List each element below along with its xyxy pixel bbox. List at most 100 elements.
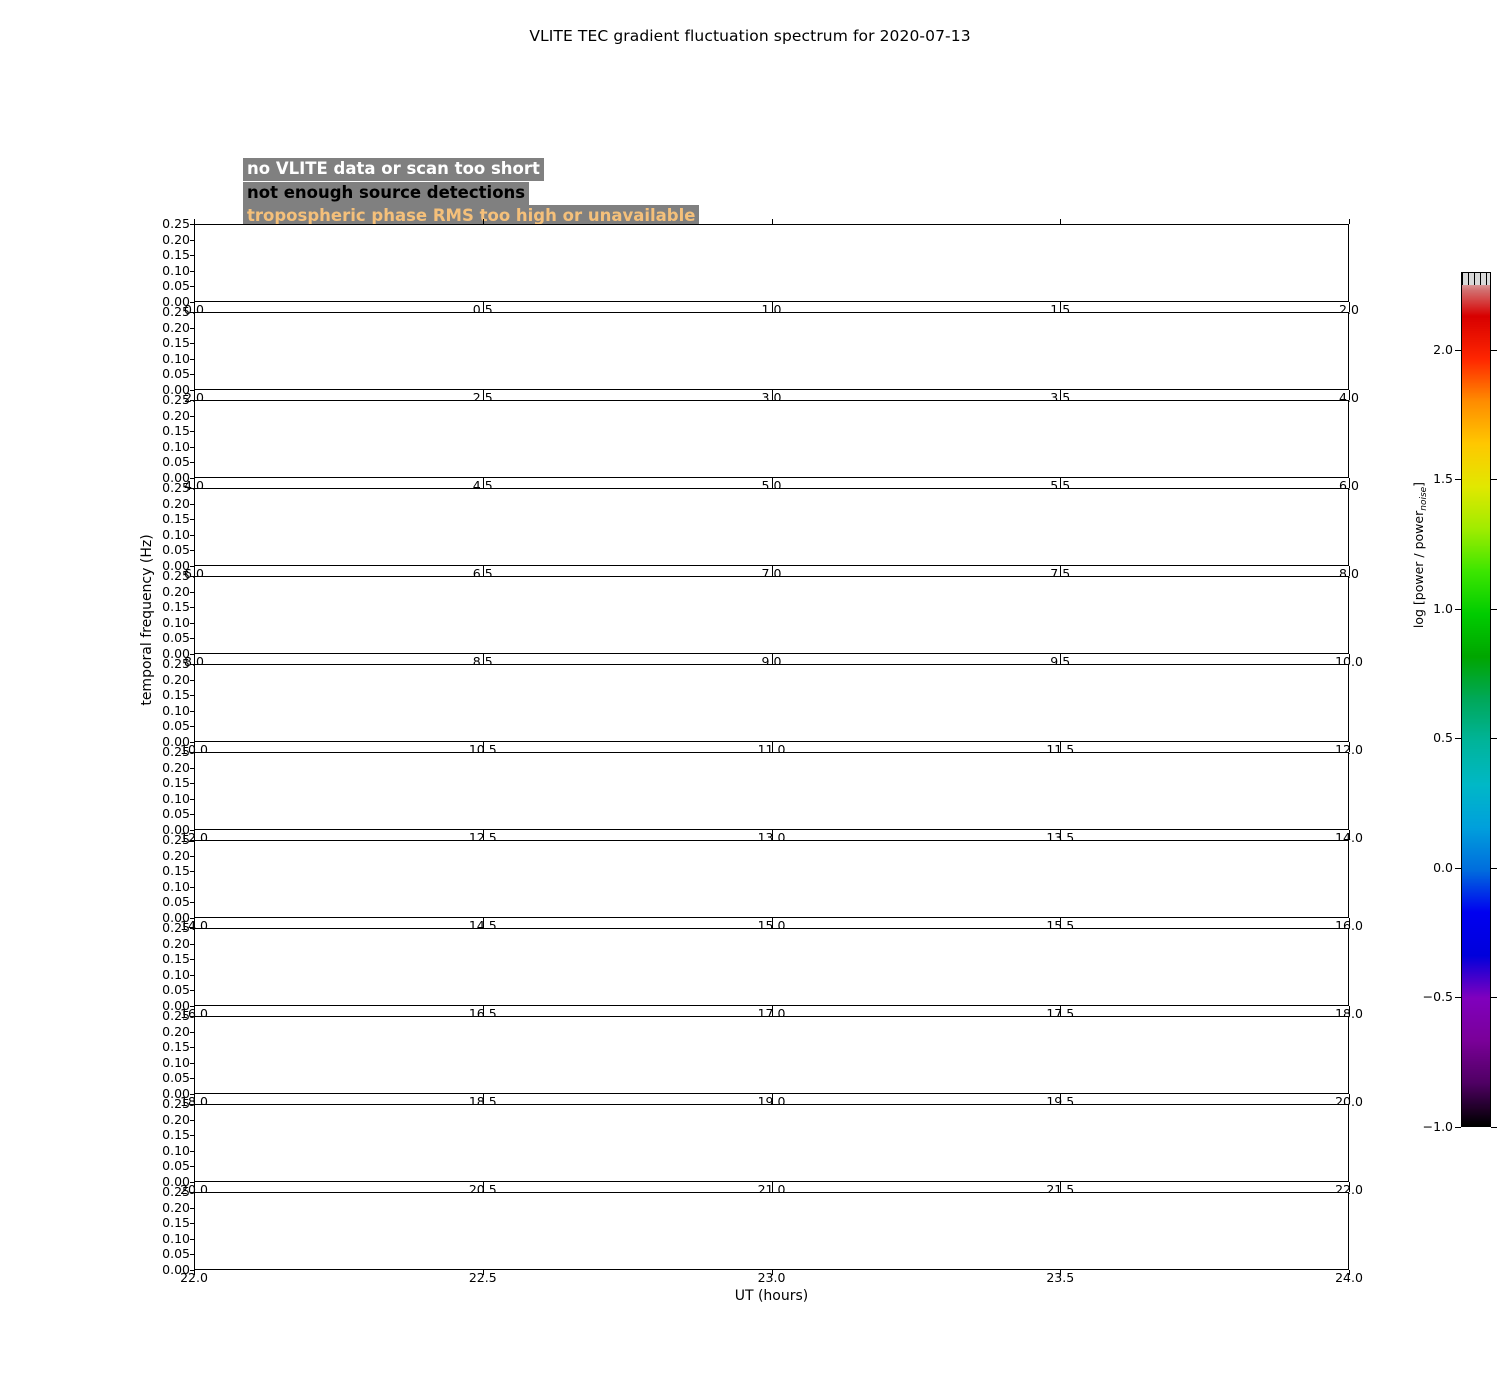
x-tick-label: 22.0 [180, 1270, 208, 1285]
x-tick-mark-top [1060, 483, 1062, 488]
y-tick-mark [190, 710, 195, 712]
x-tick-mark-top [1349, 1187, 1350, 1192]
x-tick-mark [1349, 302, 1350, 307]
y-tick-mark [190, 519, 195, 521]
y-tick-label: 0.15 [162, 335, 190, 351]
heatmap-panel[interactable] [194, 664, 1349, 742]
heatmap-panel[interactable] [194, 224, 1349, 302]
y-tick-mark [190, 1238, 195, 1240]
x-tick-mark-top [194, 747, 195, 752]
x-tick-mark [482, 654, 484, 659]
colorbar-gradient [1461, 272, 1491, 1127]
y-tick-label: 0.10 [162, 350, 190, 366]
y-tick-mark [190, 327, 195, 329]
x-tick-mark [771, 390, 773, 395]
heatmap-panel[interactable] [194, 576, 1349, 654]
colorbar-tick-mark-right [1491, 1127, 1497, 1128]
heatmap-panel[interactable] [194, 1104, 1349, 1182]
colorbar-extend-top-icon [1462, 273, 1490, 285]
colorbar-tick-mark [1455, 738, 1461, 740]
x-tick-mark [1349, 1094, 1350, 1099]
x-tick-mark [194, 1182, 195, 1187]
x-tick-mark [1349, 1270, 1350, 1275]
y-tick-label: 0.25 [162, 920, 190, 935]
heatmap-panel[interactable] [194, 312, 1349, 390]
y-tick-labels: 0.25 0.20 0.15 0.10 0.05 0.00 [146, 480, 195, 574]
heatmap-panel[interactable] [194, 840, 1349, 918]
x-tick-mark-top [1349, 483, 1350, 488]
y-tick-label: 0.00 [162, 558, 190, 573]
heatmap-panel[interactable] [194, 1016, 1349, 1094]
x-tick-mark-top [771, 483, 773, 488]
y-tick-mark [190, 576, 195, 577]
x-tick-mark-top [194, 219, 195, 224]
colorbar-label-subscript: noise [1419, 486, 1429, 511]
heatmap-panel[interactable] [194, 400, 1349, 478]
x-tick-mark-top [482, 1099, 484, 1104]
colorbar-tick-mark [1455, 997, 1461, 999]
colorbar-tick-label: 1.5 [1433, 471, 1453, 487]
x-tick-mark-top [482, 307, 484, 312]
x-tick-mark [194, 302, 195, 307]
y-tick-label: 0.05 [162, 718, 190, 734]
y-tick-mark [190, 1150, 195, 1152]
y-tick-mark [190, 358, 195, 360]
x-tick-mark [1060, 742, 1062, 747]
y-tick-label: 0.00 [162, 1174, 190, 1189]
x-tick-mark [1349, 1006, 1350, 1011]
heatmap-panel[interactable] [194, 928, 1349, 1006]
y-tick-label: 0.25 [162, 832, 190, 847]
colorbar-tick-mark [1455, 479, 1461, 481]
x-tick-mark [1060, 566, 1062, 571]
y-tick-labels: 0.25 0.20 0.15 0.10 0.05 0.00 [146, 1184, 195, 1278]
x-tick-mark-top [482, 747, 484, 752]
y-tick-label: 0.15 [162, 247, 190, 263]
x-tick-mark-top [1349, 659, 1350, 664]
colorbar-label-suffix: ] [1411, 481, 1426, 487]
x-tick-mark-top [482, 483, 484, 488]
y-tick-mark [190, 591, 195, 593]
x-tick-mark [482, 1270, 484, 1275]
colorbar-label: log [power / powernoise] [1411, 230, 1429, 880]
x-tick-mark-top [1060, 1011, 1062, 1016]
y-tick-mark [190, 431, 195, 433]
subplot-row: 0.25 0.20 0.15 0.10 0.05 0.00 22.0 22.5 23.0 23.5… [162, 1185, 1363, 1284]
x-tick-mark [771, 1094, 773, 1099]
subplot-row: 0.250.200.150.100.050.002.02.53.03.54.0 [162, 305, 1359, 404]
y-tick-label: 0.00 [162, 294, 190, 309]
y-tick-mark [190, 814, 195, 816]
y-tick-label: 0.20 [162, 583, 190, 599]
y-tick-mark [190, 390, 195, 391]
heatmap-panel[interactable] [194, 752, 1349, 830]
colorbar-tick-mark-right [1491, 867, 1497, 869]
x-tick-mark [771, 654, 773, 659]
y-tick-mark [190, 1192, 195, 1193]
y-tick-label: 0.10 [162, 1142, 190, 1158]
y-tick-label: 0.05 [162, 366, 190, 382]
y-tick-label: 0.25 [162, 216, 190, 231]
colorbar-label-prefix: log [power / power [1411, 510, 1426, 629]
x-tick-mark [1349, 478, 1350, 483]
x-tick-mark-top [1349, 307, 1350, 312]
y-tick-label: 0.00 [162, 998, 190, 1013]
y-tick-labels: 0.25 0.20 0.15 0.10 0.05 0.00 [146, 304, 195, 398]
y-tick-label: 0.00 [162, 382, 190, 397]
heatmap-panel[interactable] [194, 488, 1349, 566]
x-tick-mark-top [771, 747, 773, 752]
y-tick-label: 0.00 [162, 910, 190, 925]
y-tick-mark [190, 1078, 195, 1080]
x-tick-mark-top [194, 835, 195, 840]
y-tick-mark [190, 255, 195, 257]
x-tick-mark [1060, 830, 1062, 835]
subplot-row: 0.250.200.150.100.050.0020.020.521.021.5… [162, 1097, 1363, 1196]
y-tick-label: 0.10 [162, 1230, 190, 1246]
legend-item-troposphere-bad: tropospheric phase RMS too high or unava… [243, 205, 700, 228]
y-tick-mark [190, 534, 195, 536]
x-tick-mark [194, 390, 195, 395]
x-tick-mark [194, 742, 195, 747]
heatmap-image [195, 401, 1348, 477]
x-tick-label: 23.5 [1046, 1270, 1075, 1285]
heatmap-panel[interactable] [194, 1192, 1349, 1270]
heatmap-image [195, 1193, 1348, 1269]
colorbar-tick-mark-right [1491, 738, 1497, 740]
